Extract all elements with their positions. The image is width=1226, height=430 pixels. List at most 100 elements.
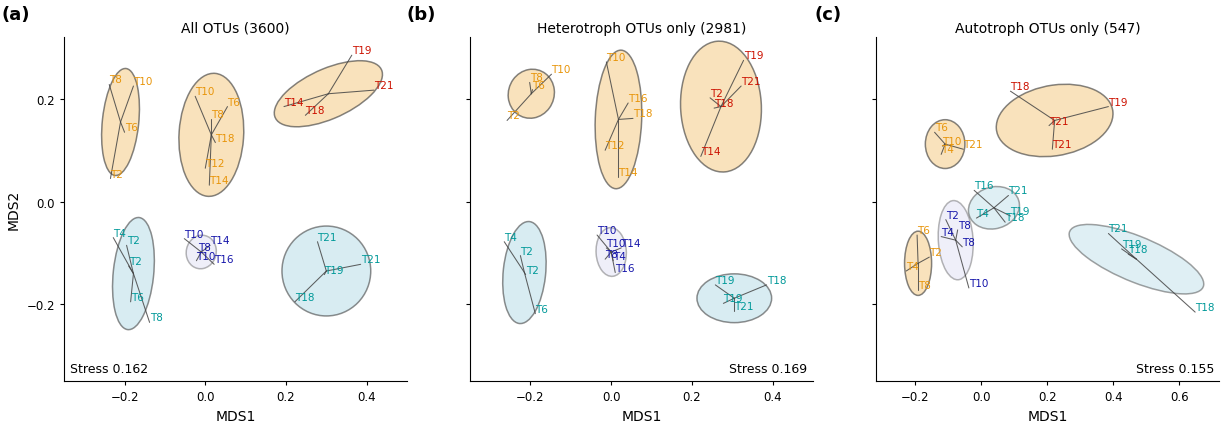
Text: T21: T21	[742, 77, 760, 87]
Text: T2: T2	[129, 256, 141, 266]
Ellipse shape	[596, 228, 626, 277]
Text: T19: T19	[1122, 240, 1141, 249]
Text: T6: T6	[131, 292, 143, 302]
Text: T18: T18	[295, 292, 314, 302]
Text: T16: T16	[215, 255, 234, 265]
Text: (a): (a)	[1, 6, 29, 25]
Text: T10: T10	[552, 65, 571, 75]
Text: T10: T10	[195, 87, 215, 97]
Text: T14: T14	[284, 97, 304, 108]
Text: (c): (c)	[814, 6, 841, 25]
Ellipse shape	[179, 74, 244, 197]
Text: T19: T19	[723, 294, 743, 304]
X-axis label: MDS1: MDS1	[216, 409, 256, 423]
Text: T6: T6	[917, 225, 931, 236]
Text: T2: T2	[520, 246, 533, 256]
Text: T18: T18	[714, 99, 733, 109]
Text: T4: T4	[613, 251, 626, 261]
Text: T19: T19	[715, 275, 734, 285]
Ellipse shape	[503, 222, 546, 324]
Text: T14: T14	[210, 236, 229, 246]
Text: T16: T16	[628, 94, 647, 104]
Text: T21: T21	[318, 232, 337, 242]
Ellipse shape	[969, 187, 1020, 230]
Title: Heterotroph OTUs only (2981): Heterotroph OTUs only (2981)	[537, 22, 747, 36]
Text: T8: T8	[109, 75, 123, 85]
Text: T18: T18	[305, 106, 325, 116]
Text: T12: T12	[205, 159, 224, 169]
Text: T6: T6	[536, 304, 548, 314]
Text: T2: T2	[526, 265, 538, 275]
Text: T14: T14	[618, 168, 638, 178]
Text: T14: T14	[701, 147, 721, 157]
Text: T18: T18	[1128, 245, 1148, 255]
Text: T10: T10	[607, 53, 625, 63]
Y-axis label: MDS2: MDS2	[7, 190, 21, 230]
Text: T18: T18	[1195, 302, 1215, 312]
Ellipse shape	[680, 42, 761, 172]
Text: T8: T8	[918, 280, 931, 290]
Text: T10: T10	[184, 229, 204, 239]
Text: T21: T21	[1052, 140, 1072, 150]
Text: T6: T6	[532, 80, 546, 90]
Text: T10: T10	[607, 238, 625, 248]
Text: T6: T6	[934, 123, 948, 133]
Text: T6: T6	[228, 97, 240, 108]
Text: T2: T2	[945, 210, 959, 220]
Text: T2: T2	[929, 248, 942, 258]
Text: T4: T4	[906, 261, 920, 271]
Text: Stress 0.162: Stress 0.162	[70, 362, 148, 375]
X-axis label: MDS1: MDS1	[1027, 409, 1068, 423]
Text: T4: T4	[504, 232, 517, 242]
Text: T21: T21	[964, 140, 983, 150]
Text: T4: T4	[942, 227, 954, 237]
Text: T12: T12	[606, 141, 624, 151]
Text: T18: T18	[1010, 82, 1030, 92]
Text: T19: T19	[352, 46, 371, 56]
Title: Autotroph OTUs only (547): Autotroph OTUs only (547)	[955, 22, 1140, 36]
Text: T2: T2	[110, 169, 124, 179]
Text: T14: T14	[622, 238, 641, 248]
Ellipse shape	[102, 69, 140, 176]
Ellipse shape	[926, 120, 965, 169]
Ellipse shape	[905, 232, 932, 296]
Ellipse shape	[275, 61, 383, 127]
Text: T8: T8	[199, 243, 211, 252]
Text: T8: T8	[530, 73, 543, 83]
Ellipse shape	[595, 51, 641, 189]
Title: All OTUs (3600): All OTUs (3600)	[181, 22, 289, 36]
Text: Stress 0.169: Stress 0.169	[728, 362, 807, 375]
Text: T19: T19	[1108, 97, 1128, 108]
X-axis label: MDS1: MDS1	[622, 409, 662, 423]
Ellipse shape	[1069, 225, 1204, 294]
Text: T10: T10	[196, 251, 216, 261]
Text: T18: T18	[633, 109, 652, 119]
Text: Stress 0.155: Stress 0.155	[1135, 362, 1214, 375]
Ellipse shape	[997, 85, 1113, 157]
Text: (b): (b)	[406, 6, 435, 25]
Text: T21: T21	[1108, 224, 1128, 234]
Text: T16: T16	[975, 181, 993, 191]
Text: T18: T18	[766, 275, 786, 285]
Text: T19: T19	[1010, 206, 1030, 217]
Text: T19: T19	[744, 51, 763, 61]
Text: T18: T18	[216, 133, 235, 143]
Text: T6: T6	[125, 123, 137, 133]
Ellipse shape	[696, 274, 771, 323]
Ellipse shape	[508, 70, 554, 119]
Ellipse shape	[113, 218, 154, 330]
Text: T10: T10	[134, 77, 153, 87]
Text: T2: T2	[710, 89, 723, 98]
Ellipse shape	[186, 236, 216, 269]
Text: T8: T8	[958, 221, 971, 230]
Text: T2: T2	[508, 111, 520, 121]
Ellipse shape	[282, 227, 370, 316]
Text: T2: T2	[126, 236, 140, 246]
Text: T10: T10	[943, 137, 962, 147]
Text: T8: T8	[211, 110, 224, 120]
Text: T8: T8	[606, 249, 618, 260]
Text: T10: T10	[969, 278, 988, 288]
Text: T18: T18	[1005, 213, 1025, 223]
Ellipse shape	[938, 201, 973, 280]
Text: T14: T14	[210, 176, 229, 186]
